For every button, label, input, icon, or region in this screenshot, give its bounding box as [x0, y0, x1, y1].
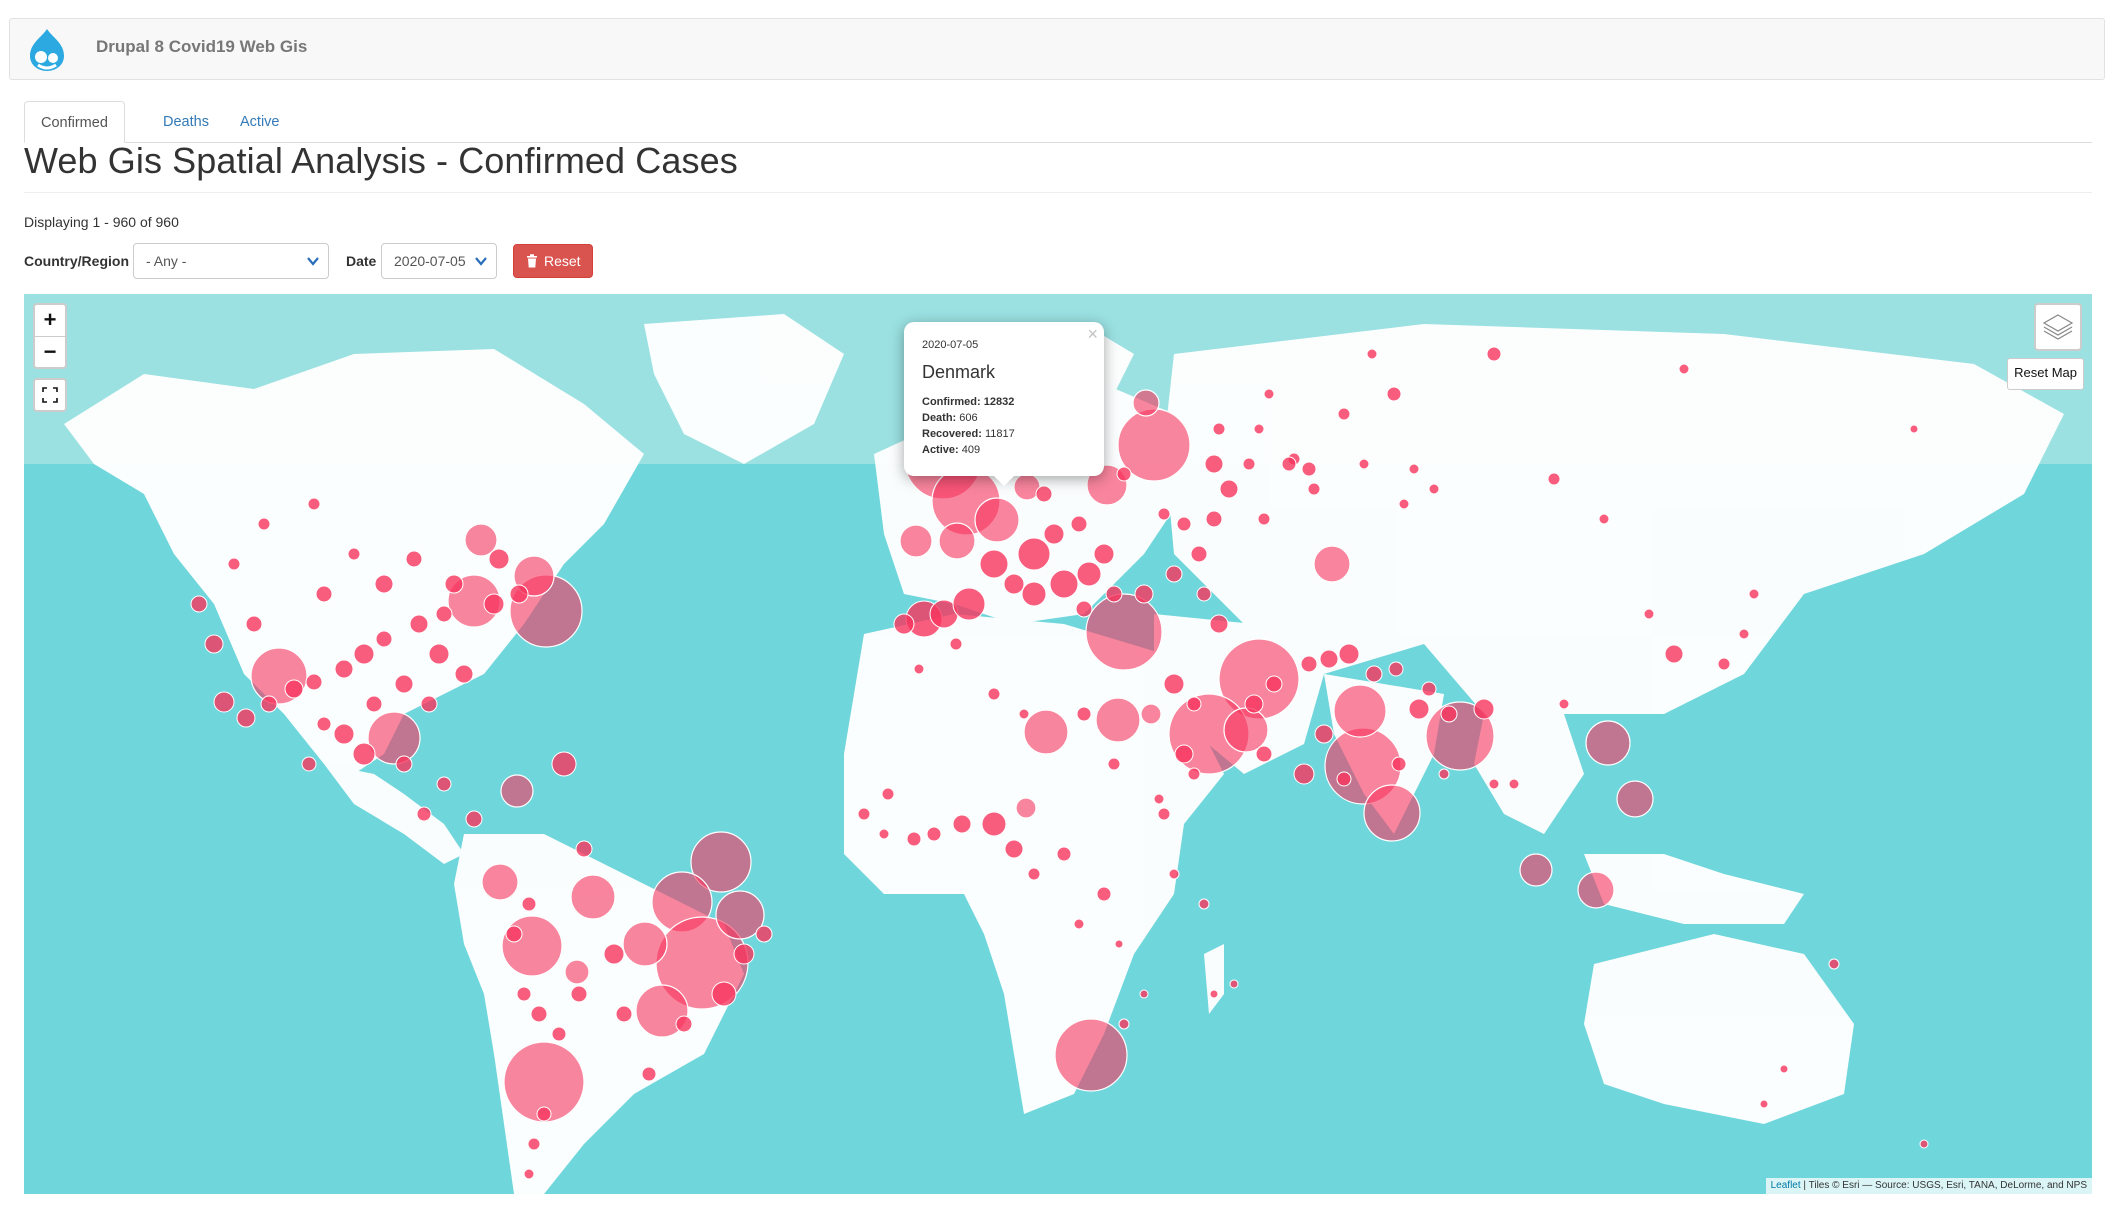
reset-button[interactable]: Reset [513, 244, 593, 278]
date-select[interactable]: 2020-07-05 [381, 243, 497, 279]
site-name[interactable]: Drupal 8 Covid19 Web Gis [96, 37, 308, 56]
tab-active[interactable]: Active [240, 114, 280, 130]
popup-active-row: Active: 409 [922, 442, 1015, 458]
fullscreen-button[interactable] [33, 378, 67, 412]
country-filter-label: Country/Region [24, 253, 129, 269]
popup-date: 2020-07-05 [922, 339, 979, 351]
popup-tip [994, 476, 1014, 486]
zoom-control: + − [33, 303, 67, 369]
fullscreen-icon [42, 387, 58, 403]
date-filter-label: Date [346, 253, 377, 269]
map-attribution: Leaflet | Tiles © Esri — Source: USGS, E… [1765, 1178, 2092, 1194]
tab-bar: Confirmed Deaths Active [24, 101, 2092, 143]
popup-active-label: Active: [922, 444, 959, 456]
popup-confirmed-value: 12832 [983, 396, 1015, 408]
popup-country: Denmark [922, 362, 996, 382]
zoom-out-button[interactable]: − [43, 339, 57, 364]
layers-button[interactable] [2034, 303, 2082, 351]
zoom-in-button[interactable]: + [35, 305, 65, 337]
date-select-value: 2020-07-05 [394, 253, 466, 269]
layers-icon [2042, 314, 2074, 340]
popup-recovered-value: 11817 [984, 428, 1015, 440]
popup-active-value: 409 [961, 444, 981, 456]
popup-death-row: Death: 606 [922, 410, 1015, 426]
covid-map[interactable]: + − Reset Map × 2020-07-05 Denmark Confi… [24, 294, 2092, 1194]
results-summary: Displaying 1 - 960 of 960 [24, 214, 179, 230]
small-case-markers [190, 346, 1929, 1180]
reset-map-button[interactable]: Reset Map [2007, 358, 2084, 390]
leaflet-link[interactable]: Leaflet [1770, 1180, 1801, 1191]
popup-stats: Confirmed: 12832 Death: 606 Recovered: 1… [922, 394, 1015, 458]
popup-confirmed-row: Confirmed: 12832 [922, 394, 1015, 410]
site-header: Drupal 8 Covid19 Web Gis [9, 18, 2105, 80]
case-markers [250, 389, 1654, 1123]
popup-confirmed-label: Confirmed: [922, 396, 981, 408]
reset-button-label: Reset [544, 253, 581, 269]
popup-death-value: 606 [959, 412, 978, 424]
popup-recovered-label: Recovered: [922, 428, 982, 440]
trash-icon [527, 254, 537, 268]
attribution-text: | Tiles © Esri — Source: USGS, Esri, TAN… [1800, 1180, 2087, 1191]
chevron-down-icon [307, 257, 319, 266]
close-icon[interactable]: × [1087, 324, 1098, 344]
country-select-value: - Any - [146, 253, 187, 269]
tab-confirmed[interactable]: Confirmed [24, 101, 125, 143]
popup-death-label: Death: [922, 412, 957, 424]
page-title: Web Gis Spatial Analysis - Confirmed Cas… [24, 140, 738, 181]
country-popup: × 2020-07-05 Denmark Confirmed: 12832 De… [904, 322, 1104, 486]
chevron-down-icon [475, 257, 487, 266]
country-select[interactable]: - Any - [133, 243, 329, 279]
title-divider [24, 192, 2092, 193]
popup-recovered-row: Recovered: 11817 [922, 426, 1015, 442]
tab-deaths[interactable]: Deaths [163, 114, 209, 130]
drupal-logo-icon[interactable] [24, 27, 70, 73]
